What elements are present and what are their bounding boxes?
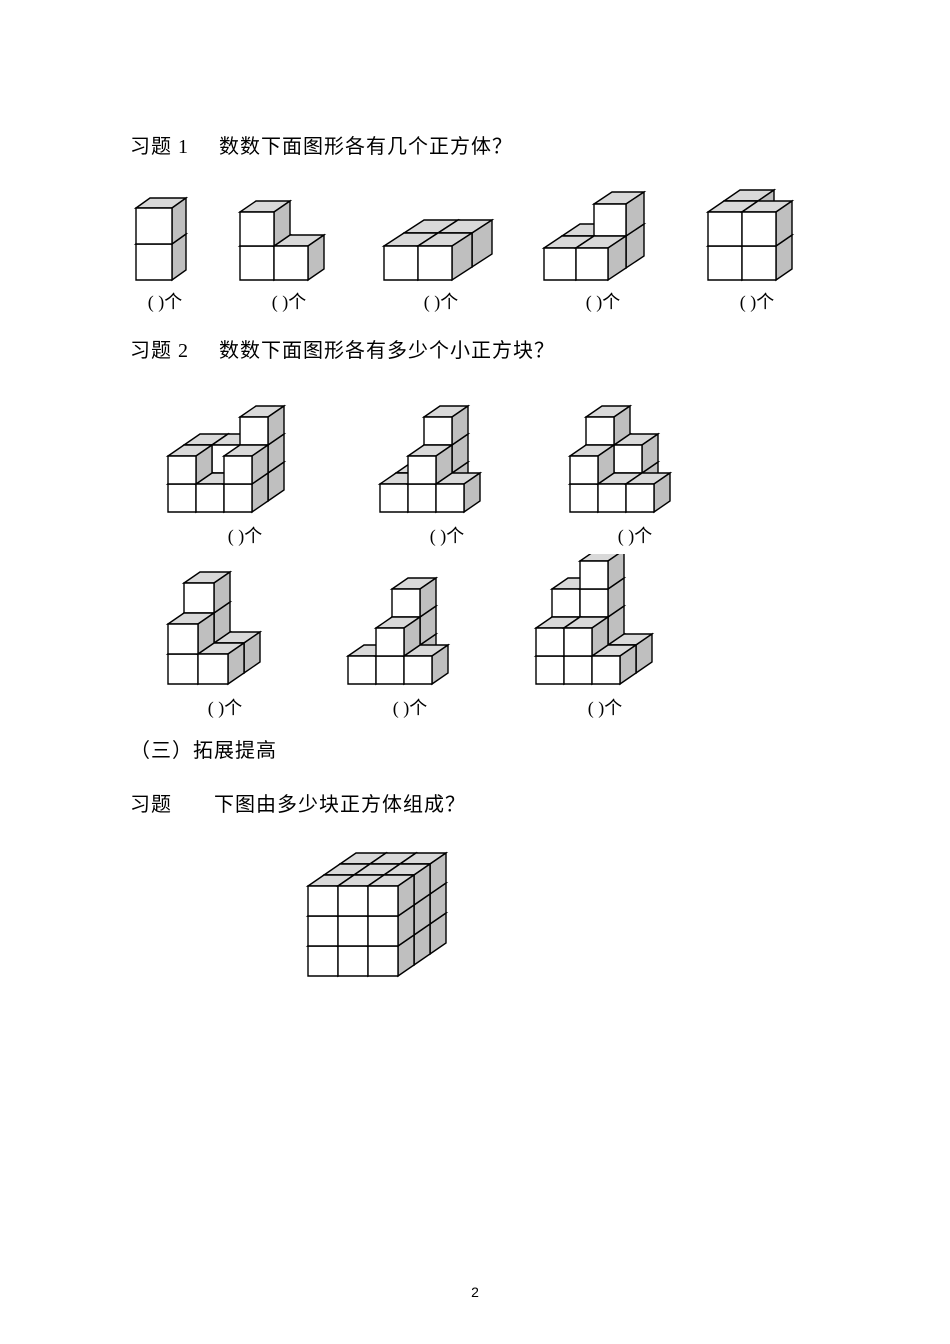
ex3-figure (300, 842, 820, 982)
ex3-question: 下图由多少块正方体组成？ (214, 794, 466, 816)
ex1-heading: 习题 1 数数下面图形各有几个正方体？ (130, 130, 820, 164)
answer-blank: ( )个 (740, 288, 775, 314)
cube-figure: ( )个 (378, 206, 504, 314)
answer-blank: ( )个 (228, 522, 263, 548)
cube-figure: ( )个 (564, 388, 706, 548)
cube-figure: ( )个 (234, 194, 344, 314)
cube-figure: ( )个 (530, 554, 680, 720)
answer-blank: ( )个 (586, 288, 621, 314)
ex3-label: 习题 (130, 794, 172, 816)
page: 习题 1 数数下面图形各有几个正方体？ ( )个 ( )个 (0, 0, 950, 1344)
answer-blank: ( )个 (430, 522, 465, 548)
ex2-figures-row1: ( )个 ( )个 (160, 388, 820, 548)
ex1-label: 习题 1 (130, 136, 189, 158)
answer-blank: ( )个 (588, 694, 623, 720)
answer-blank: ( )个 (272, 288, 307, 314)
answer-blank: ( )个 (148, 288, 183, 314)
ex1-figures-row: ( )个 ( )个 ( )个 (130, 184, 820, 314)
answer-blank: ( )个 (424, 288, 459, 314)
answer-blank: ( )个 (618, 522, 653, 548)
answer-blank: ( )个 (208, 694, 243, 720)
ex2-question: 数数下面图形各有多少个小正方块？ (219, 340, 555, 362)
ex3-heading: 习题 下图由多少块正方体组成？ (130, 788, 820, 822)
cube-figure: ( )个 (130, 186, 200, 314)
ex1-question: 数数下面图形各有几个正方体？ (219, 136, 513, 158)
ex2-figures-row2: ( )个 ( )个 (160, 554, 820, 720)
cube-figure: ( )个 (538, 184, 668, 314)
section3-title: （三）拓展提高 (130, 734, 820, 768)
cube-figure: ( )个 (160, 560, 290, 720)
cube-figure: ( )个 (160, 390, 330, 548)
answer-blank: ( )个 (393, 694, 428, 720)
cube-figure: ( )个 (340, 560, 480, 720)
ex2-label: 习题 2 (130, 340, 189, 362)
cube-figure: ( )个 (372, 392, 522, 548)
page-number: 2 (0, 1284, 950, 1300)
ex2-heading: 习题 2 数数下面图形各有多少个小正方块？ (130, 334, 820, 368)
cube-figure: ( )个 (702, 188, 812, 314)
